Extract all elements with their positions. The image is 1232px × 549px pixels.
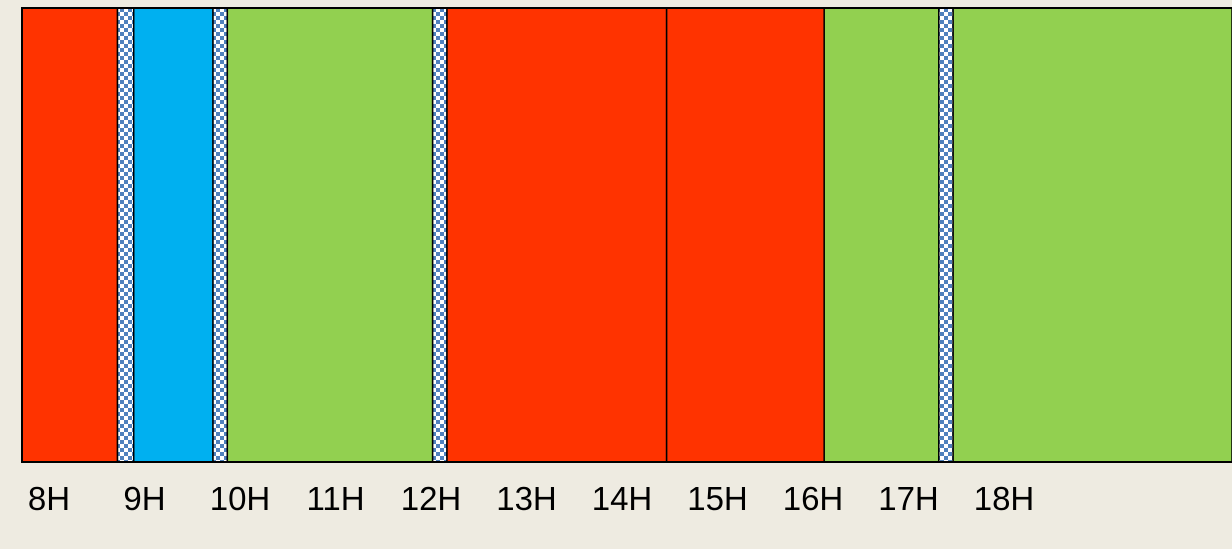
x-tick-label-18H: 18H bbox=[974, 480, 1035, 517]
segment-green-8 bbox=[824, 8, 939, 462]
segment-red-6 bbox=[447, 8, 667, 462]
x-tick-label-17H: 17H bbox=[878, 480, 939, 517]
x-tick-label-13H: 13H bbox=[496, 480, 557, 517]
segment-transition-3 bbox=[213, 8, 227, 462]
segment-green-10 bbox=[953, 8, 1232, 462]
x-tick-label-10H: 10H bbox=[210, 480, 271, 517]
segment-red-0 bbox=[22, 8, 118, 462]
segment-transition-9 bbox=[939, 8, 953, 462]
x-tick-label-11H: 11H bbox=[306, 480, 364, 517]
x-tick-label-14H: 14H bbox=[592, 480, 653, 517]
segment-red-7 bbox=[667, 8, 825, 462]
x-tick-label-12H: 12H bbox=[401, 480, 462, 517]
x-tick-label-15H: 15H bbox=[687, 480, 748, 517]
timeline-segments bbox=[22, 8, 1232, 462]
segment-blue-2 bbox=[134, 8, 213, 462]
segment-transition-1 bbox=[118, 8, 134, 462]
x-tick-label-16H: 16H bbox=[783, 480, 844, 517]
x-tick-label-9H: 9H bbox=[123, 480, 165, 517]
segment-green-4 bbox=[227, 8, 432, 462]
x-tick-label-8H: 8H bbox=[28, 480, 70, 517]
x-axis-tick-labels: 8H 9H 10H 11H 12H 13H 14H 15H 16H 17H 18H bbox=[28, 480, 1034, 517]
segment-transition-5 bbox=[433, 8, 447, 462]
